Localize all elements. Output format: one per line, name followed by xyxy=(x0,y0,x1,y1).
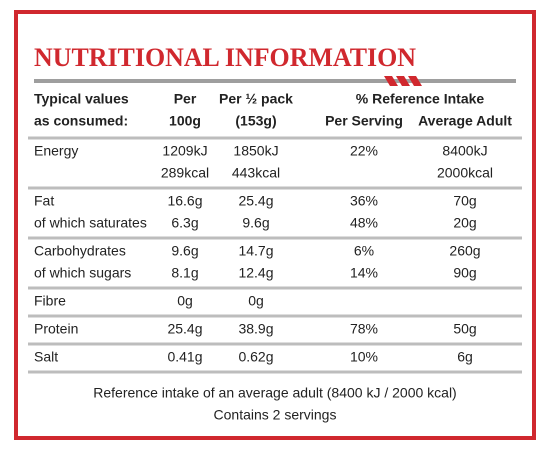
footer-note: Reference intake of an average adult (84… xyxy=(93,385,456,401)
header-label: Typical values xyxy=(34,91,129,107)
per-100g: 0g xyxy=(177,293,193,309)
title: NUTRITIONAL INFORMATION xyxy=(34,43,416,72)
header-100g: Per xyxy=(174,91,197,107)
average-adult: 260g xyxy=(449,243,480,259)
nutrient-name: Fat xyxy=(34,193,54,209)
per-pack: 14.7g xyxy=(238,243,273,259)
per-pack: 25.4g xyxy=(238,193,273,209)
header-adult: Average Adult xyxy=(418,113,512,129)
header-label: as consumed: xyxy=(34,113,128,129)
header-serving: Per Serving xyxy=(325,113,403,129)
per-pack: 0g xyxy=(248,293,264,309)
nutrient-name: of which saturates xyxy=(34,215,147,231)
nutrient-name: Carbohydrates xyxy=(34,243,126,259)
header-ri: % Reference Intake xyxy=(356,91,485,107)
footer-note: Contains 2 servings xyxy=(214,407,337,423)
per-100g: 6.3g xyxy=(171,215,198,231)
per-pack: 1850kJ xyxy=(233,143,278,159)
per-100g: 1209kJ xyxy=(162,143,207,159)
per-pack: 9.6g xyxy=(242,215,269,231)
average-adult: 90g xyxy=(453,265,476,281)
nutrient-name: of which sugars xyxy=(34,265,131,281)
nutrient-name: Salt xyxy=(34,349,58,365)
per-pack: 0.62g xyxy=(238,349,273,365)
per-serving-ri: 10% xyxy=(350,349,378,365)
per-serving-ri: 48% xyxy=(350,215,378,231)
header-pack: (153g) xyxy=(235,113,276,129)
per-pack: 38.9g xyxy=(238,321,273,337)
average-adult: 20g xyxy=(453,215,476,231)
average-adult: 50g xyxy=(453,321,476,337)
per-100g: 25.4g xyxy=(167,321,202,337)
per-100g: 289kcal xyxy=(161,165,209,181)
per-serving-ri: 22% xyxy=(350,143,378,159)
per-serving-ri: 6% xyxy=(354,243,374,259)
header-pack: Per ½ pack xyxy=(219,91,293,107)
average-adult: 70g xyxy=(453,193,476,209)
nutrient-name: Energy xyxy=(34,143,78,159)
nutrient-name: Fibre xyxy=(34,293,66,309)
per-serving-ri: 78% xyxy=(350,321,378,337)
per-pack: 12.4g xyxy=(238,265,273,281)
per-serving-ri: 14% xyxy=(350,265,378,281)
per-pack: 443kcal xyxy=(232,165,280,181)
per-100g: 8.1g xyxy=(171,265,198,281)
title-stripes xyxy=(384,76,422,86)
per-100g: 9.6g xyxy=(171,243,198,259)
header-100g: 100g xyxy=(169,113,201,129)
average-adult: 6g xyxy=(457,349,473,365)
per-serving-ri: 36% xyxy=(350,193,378,209)
per-100g: 0.41g xyxy=(167,349,202,365)
per-100g: 16.6g xyxy=(167,193,202,209)
average-adult: 8400kJ xyxy=(442,143,487,159)
nutrient-name: Protein xyxy=(34,321,78,337)
average-adult: 2000kcal xyxy=(437,165,493,181)
